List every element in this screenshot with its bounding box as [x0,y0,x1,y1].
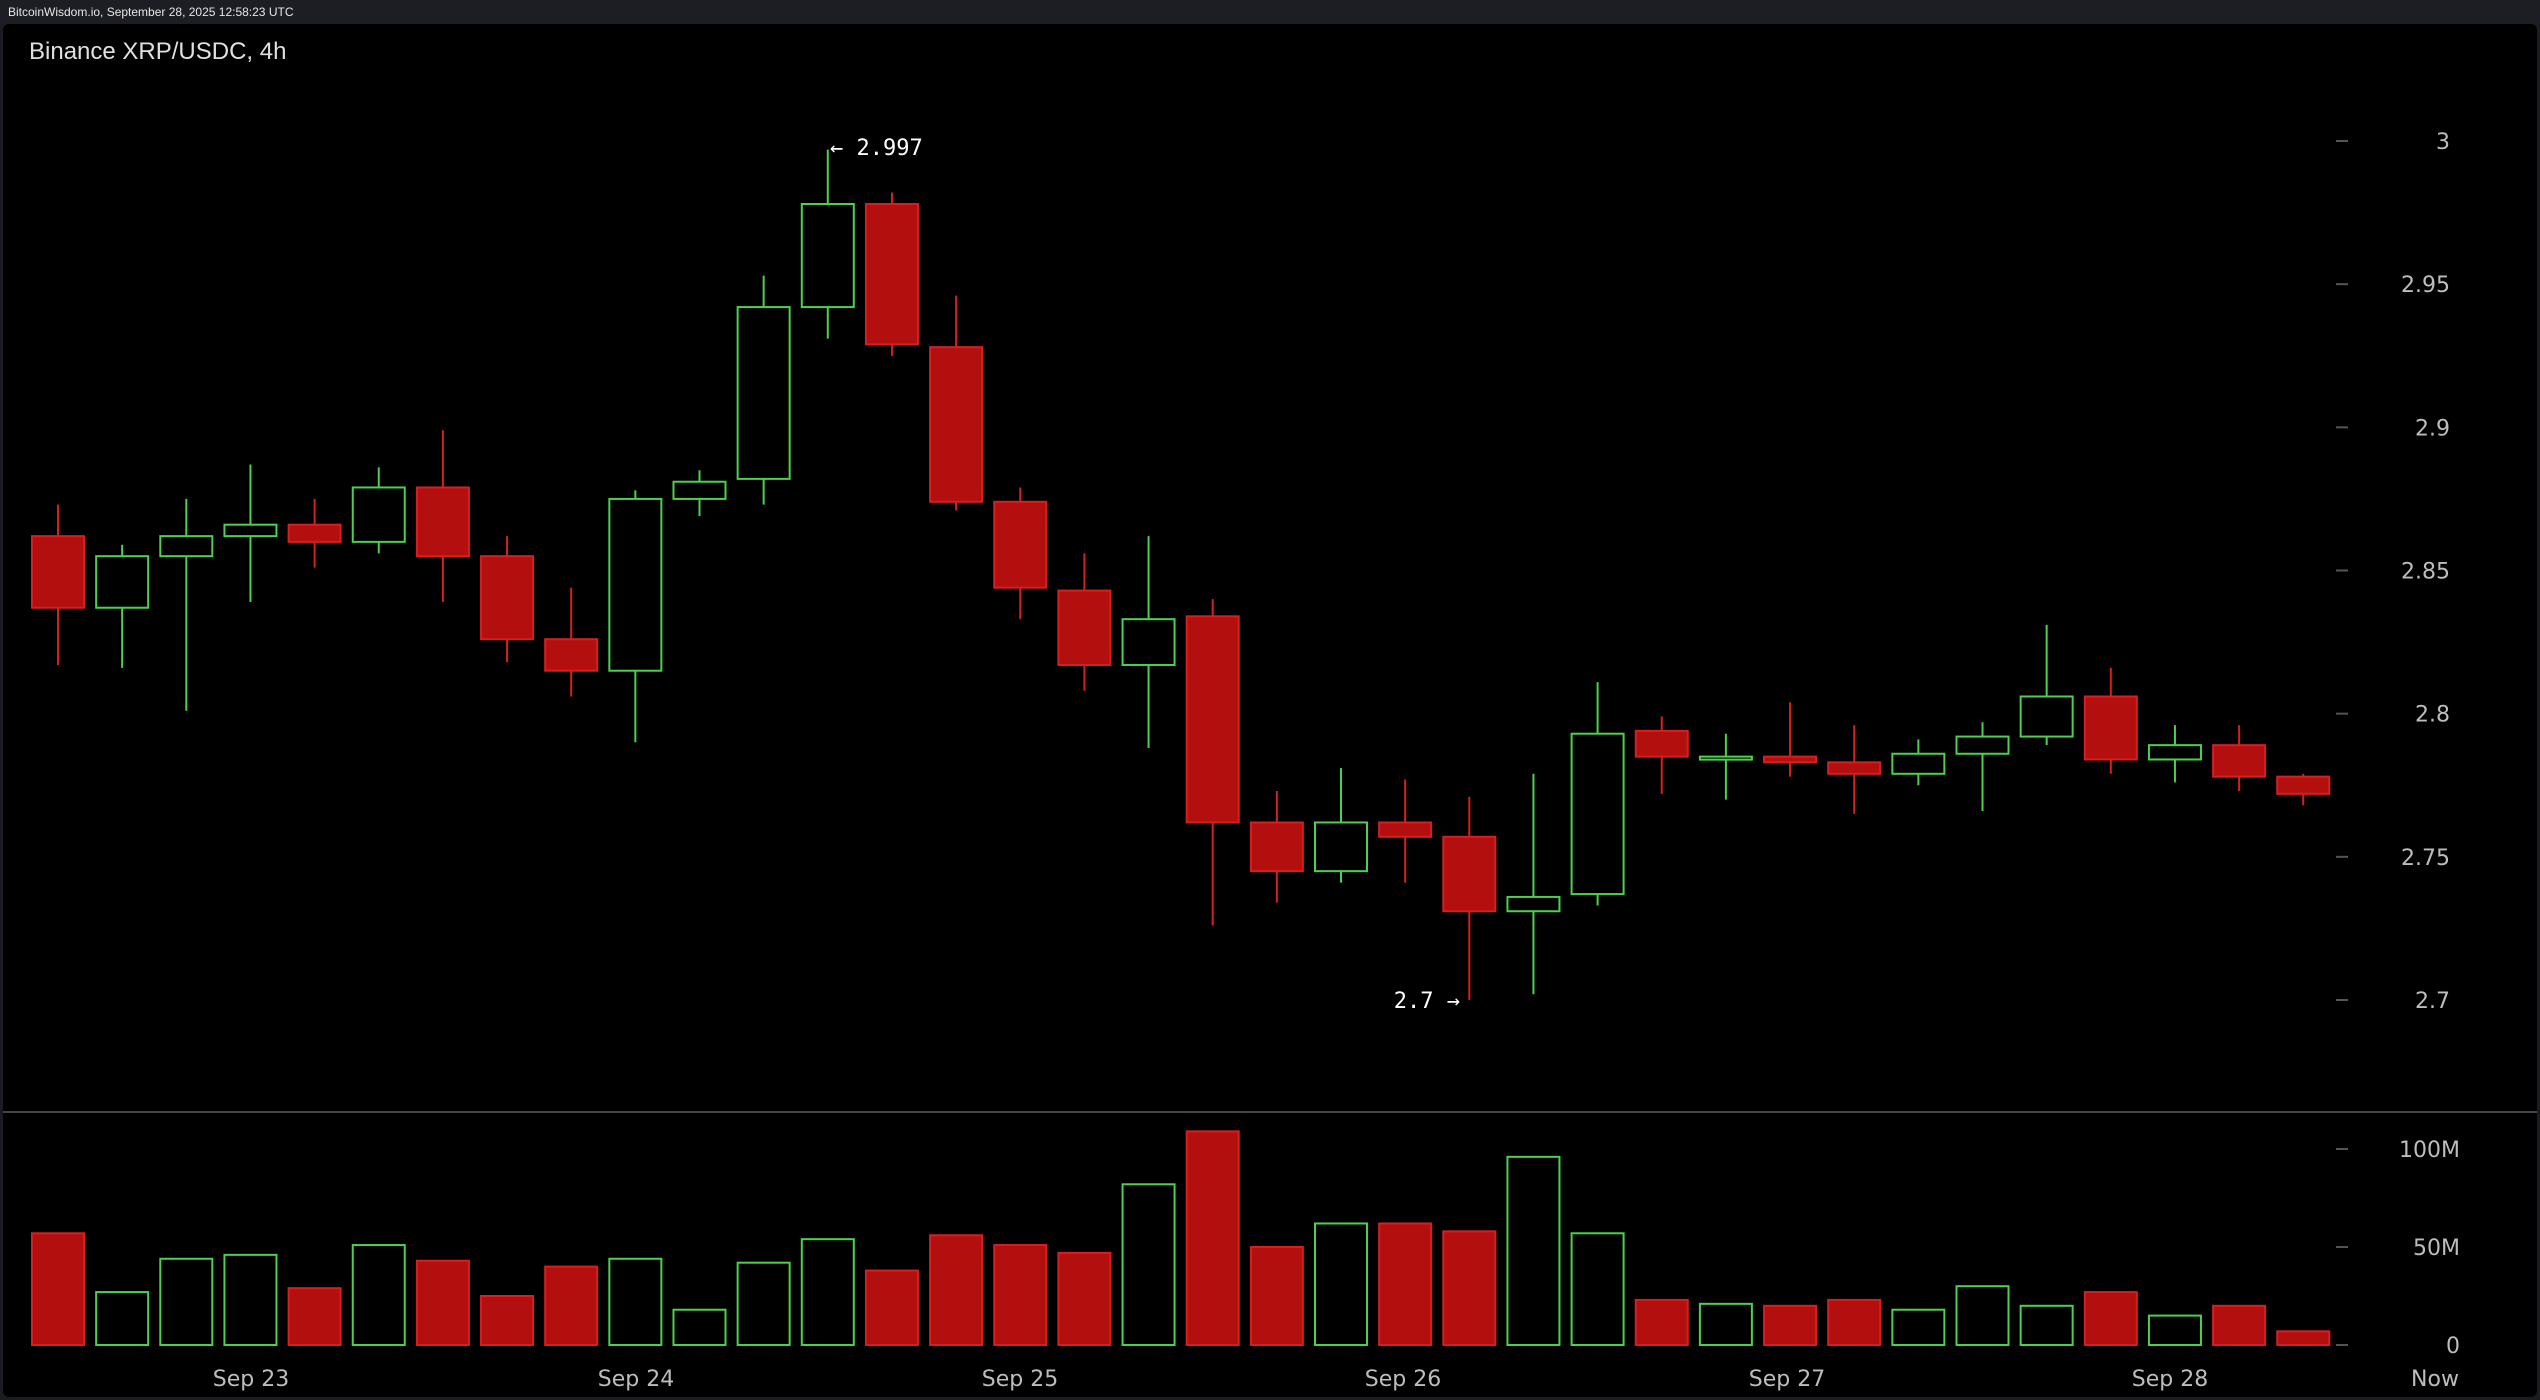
volume-bar-down[interactable] [2212,1304,2267,1347]
high-annotation: ← 2.997 [830,136,923,161]
volume-tick-label: 0 [2446,1334,2460,1359]
candle-down[interactable] [2276,775,2331,795]
volume-bar-up[interactable] [672,1308,727,1346]
candle-up[interactable] [159,535,214,558]
volume-bar-down[interactable] [415,1259,470,1346]
candle-down[interactable] [1763,755,1818,764]
top-bar: BitcoinWisdom.io, September 28, 2025 12:… [0,0,2540,24]
date-tick-label: Sep 26 [1365,1367,1441,1392]
volume-bar-down[interactable] [2083,1291,2138,1346]
volume-bar-up[interactable] [1698,1302,1753,1346]
volume-bar-down[interactable] [480,1295,535,1346]
candle-up[interactable] [1955,735,2010,755]
date-tick-label: Sep 24 [598,1367,674,1392]
volume-bar-up[interactable] [159,1257,214,1347]
price-tick-label: 2.85 [2401,560,2450,585]
price-tick-label: 2.9 [2415,416,2450,441]
candle-up[interactable] [1314,821,1368,873]
candle-down[interactable] [544,638,599,672]
volume-bar-down[interactable] [929,1234,984,1346]
price-tick-label: 2.95 [2401,273,2450,298]
candle-down[interactable] [287,523,342,543]
volume-bar-down[interactable] [1763,1304,1818,1347]
volume-bar-down[interactable] [1185,1130,1240,1346]
volume-bar-down[interactable] [544,1265,599,1346]
price-tick-label: 2.75 [2401,846,2450,871]
candle-up[interactable] [736,306,791,480]
volume-bar-up[interactable] [351,1244,406,1347]
volume-bar-down[interactable] [1634,1298,1689,1347]
date-tick-label: Sep 25 [982,1367,1058,1392]
source-timestamp: BitcoinWisdom.io, September 28, 2025 12:… [8,5,294,19]
volume-bar-down[interactable] [864,1269,919,1347]
candle-down[interactable] [1057,589,1112,666]
candle-down[interactable] [1378,821,1433,838]
volume-bar-down[interactable] [287,1287,342,1347]
price-tick-label: 2.8 [2415,703,2450,728]
candle-up[interactable] [223,523,278,538]
volume-bar-up[interactable] [608,1257,663,1347]
low-annotation: 2.7 → [1394,989,1460,1014]
candle-up[interactable] [672,480,727,500]
candle-down[interactable] [31,535,85,609]
chart-title: Binance XRP/USDC, 4h [29,38,287,65]
price-tick-label: 2.7 [2415,989,2450,1014]
volume-bar-up[interactable] [1506,1155,1561,1346]
candle-down[interactable] [1634,729,1689,758]
candle-down[interactable] [2083,695,2138,761]
candle-up[interactable] [1698,755,1753,761]
candle-up[interactable] [1121,618,1176,666]
candle-down[interactable] [1827,761,1882,775]
candle-up[interactable] [608,497,663,672]
candle-down[interactable] [1442,835,1497,913]
candle-up[interactable] [95,555,150,609]
candle-up[interactable] [1891,752,1946,775]
volume-bar-down[interactable] [1442,1230,1497,1346]
price-tick-label: 3 [2436,130,2450,155]
candlestick-chart[interactable]: 3 2.95 2.9 2.85 2.8 2.75 2.7 100M 50M 0 Sep 23 Sep … [3,24,2537,1397]
candle-up[interactable] [1570,732,1625,896]
volume-bar-up[interactable] [1121,1183,1176,1347]
date-tick-label: Now [2411,1367,2459,1392]
candle-down[interactable] [2212,744,2267,778]
candle-up[interactable] [2147,744,2202,761]
volume-bar-up[interactable] [1570,1232,1625,1347]
chart-frame: Binance XRP/USDC, 4h 3 2.95 2.9 2.85 2.8 2.75… [3,24,2537,1397]
volume-bar-down[interactable] [1827,1298,1882,1347]
volume-bar-down[interactable] [1249,1246,1304,1346]
candle-down[interactable] [929,346,984,503]
candle-down[interactable] [480,555,535,641]
volume-bar-up[interactable] [95,1291,150,1346]
date-tick-label: Sep 23 [213,1367,289,1392]
volume-bar-up[interactable] [223,1253,278,1346]
date-tick-label: Sep 28 [2132,1367,2208,1392]
volume-bar-up[interactable] [736,1261,791,1347]
candle-down[interactable] [864,202,919,346]
volume-bar-up[interactable] [2147,1314,2202,1346]
candle-up[interactable] [351,486,406,543]
volume-bar-down[interactable] [993,1244,1048,1347]
volume-bar-down[interactable] [1057,1251,1112,1347]
candle-down[interactable] [1249,821,1304,873]
volume-bar-up[interactable] [1955,1285,2010,1346]
volume-bar-down[interactable] [1378,1222,1433,1346]
candle-down[interactable] [993,500,1048,589]
volume-bar-down[interactable] [2276,1330,2331,1347]
candle-up[interactable] [1506,895,1561,913]
volume-bar-up[interactable] [2019,1304,2074,1347]
volume-bar-up[interactable] [1314,1222,1368,1346]
candle-up[interactable] [2019,695,2074,738]
volume-bar-up[interactable] [1891,1308,1946,1346]
volume-bar-up[interactable] [800,1238,855,1347]
candle-down[interactable] [415,486,470,558]
volume-tick-label: 50M [2413,1236,2460,1261]
date-tick-label: Sep 27 [1749,1367,1825,1392]
volume-tick-label: 100M [2399,1138,2460,1163]
volume-bar-down[interactable] [31,1232,85,1347]
candle-down[interactable] [1185,615,1240,824]
candle-up[interactable] [800,202,855,309]
